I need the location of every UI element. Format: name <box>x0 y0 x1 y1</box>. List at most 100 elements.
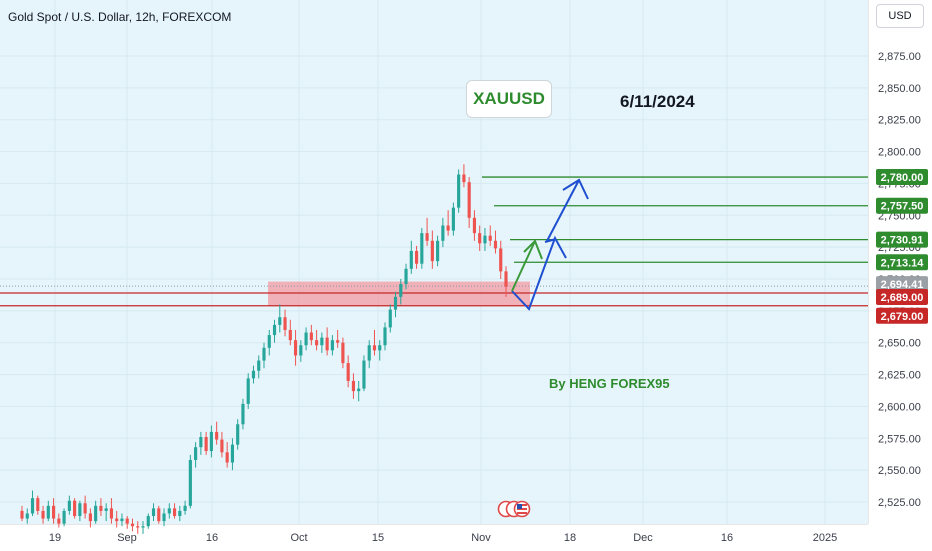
candle-body <box>199 437 203 448</box>
us-flag-icon[interactable] <box>497 499 531 519</box>
candle-body <box>230 444 235 463</box>
price-tick-label: 2,825.00 <box>878 115 921 127</box>
candle-body <box>351 380 356 392</box>
price-level-label: 2,694.41 <box>881 279 924 291</box>
candle-body <box>278 317 282 325</box>
price-level-badge <box>876 307 928 324</box>
price-level-badge <box>876 254 928 271</box>
candle-body <box>299 345 303 356</box>
candle-body <box>425 233 429 241</box>
candle-body <box>451 207 455 231</box>
candle-body <box>399 284 403 297</box>
candle-body <box>378 345 382 351</box>
candle-body <box>62 510 66 524</box>
candle-body <box>73 500 77 517</box>
projection-blue-path-1 <box>511 235 567 311</box>
candle-body <box>25 513 29 519</box>
time-axis[interactable] <box>0 524 868 551</box>
candle-body <box>99 505 103 511</box>
candle-body <box>457 174 461 208</box>
price-tick-label: 2,850.00 <box>878 83 921 95</box>
time-tick-label: 19 <box>49 532 61 544</box>
candle-body <box>94 505 98 522</box>
candle-body <box>462 174 466 183</box>
candle-body <box>78 503 82 517</box>
price-level-badge <box>876 169 928 186</box>
candle-body <box>157 508 161 522</box>
candle-body <box>30 498 35 514</box>
candle-body <box>304 332 308 346</box>
candle-body <box>472 217 477 234</box>
candle-body <box>346 363 350 381</box>
currency-button[interactable]: USD <box>876 4 924 28</box>
price-tick-label: 2,875.00 <box>878 51 921 63</box>
projection-blue-arrowhead <box>562 178 589 200</box>
candle-body <box>315 340 319 346</box>
symbol-label[interactable]: XAUUSD <box>466 80 552 118</box>
candle-body <box>246 378 250 404</box>
price-tick-label: 2,525.00 <box>878 497 921 509</box>
date-label[interactable]: 6/11/2024 <box>620 92 695 111</box>
projection-green-arrowhead <box>523 239 543 260</box>
projection-arrows[interactable] <box>511 178 589 311</box>
price-level-badge <box>876 197 928 214</box>
price-tick-label: 2,650.00 <box>878 338 921 350</box>
candle-body <box>194 447 198 460</box>
candle-body <box>115 518 119 522</box>
chart-title: Gold Spot / U.S. Dollar, 12h, FOREXCOM <box>8 10 232 24</box>
candle-body <box>241 403 245 425</box>
price-level-label: 2,679.00 <box>881 311 924 323</box>
price-level-label: 2,689.00 <box>881 292 924 304</box>
candle-body <box>478 233 482 244</box>
candle-body <box>420 233 424 264</box>
candle-body <box>209 431 213 452</box>
candle-body <box>393 296 398 310</box>
candle-body <box>499 248 503 272</box>
candle-body <box>409 250 413 269</box>
projection-blue-path-2 <box>546 179 580 242</box>
price-level-badge <box>876 231 928 248</box>
time-axis-ticks: 19 Sep 16 Oct 15 Nov 18 Dec 16 2025 <box>49 532 837 544</box>
candle-body <box>283 317 287 330</box>
candle-body <box>357 388 361 392</box>
price-level-label: 2,757.50 <box>881 201 924 213</box>
candle-body <box>383 327 387 346</box>
price-tick-label: 2,625.00 <box>878 370 921 382</box>
candle-body <box>109 508 114 519</box>
candle-body <box>272 324 277 336</box>
candle-body <box>262 347 266 361</box>
candle-body <box>293 340 298 356</box>
candle-body <box>251 370 256 379</box>
price-tick-label: 2,575.00 <box>878 433 921 445</box>
candle-body <box>362 360 366 389</box>
candle-body <box>467 182 471 218</box>
candle-body <box>162 513 166 522</box>
author-label[interactable]: By HENG FOREX95 <box>549 376 670 391</box>
price-level-labels: 2,780.00 2,757.50 2,730.91 2,713.14 2,694.41… <box>876 169 928 324</box>
time-tick-label: 16 <box>721 532 733 544</box>
candle-body <box>220 439 224 453</box>
candle-body <box>36 498 40 511</box>
price-level-label: 2,730.91 <box>881 235 924 247</box>
candle-body <box>46 505 50 519</box>
candle-body <box>120 518 124 522</box>
candle-body <box>483 235 487 244</box>
time-tick-label: Sep <box>117 532 137 544</box>
candle-body <box>225 452 229 463</box>
candle-body <box>178 510 182 517</box>
candle-body <box>167 508 171 514</box>
candle-body <box>493 240 498 249</box>
candle-body <box>288 329 292 341</box>
candle-body <box>130 523 135 527</box>
candle-body <box>267 335 271 348</box>
price-level-badge <box>876 276 928 293</box>
price-tick-label: 2,550.00 <box>878 465 921 477</box>
candle-body <box>330 340 334 351</box>
candle-body <box>372 345 377 351</box>
candle-body <box>183 505 187 511</box>
projection-blue-arrowhead-small <box>544 238 557 243</box>
candle-body <box>57 518 61 524</box>
price-level-label: 2,780.00 <box>881 172 924 184</box>
candle-body <box>404 268 408 285</box>
